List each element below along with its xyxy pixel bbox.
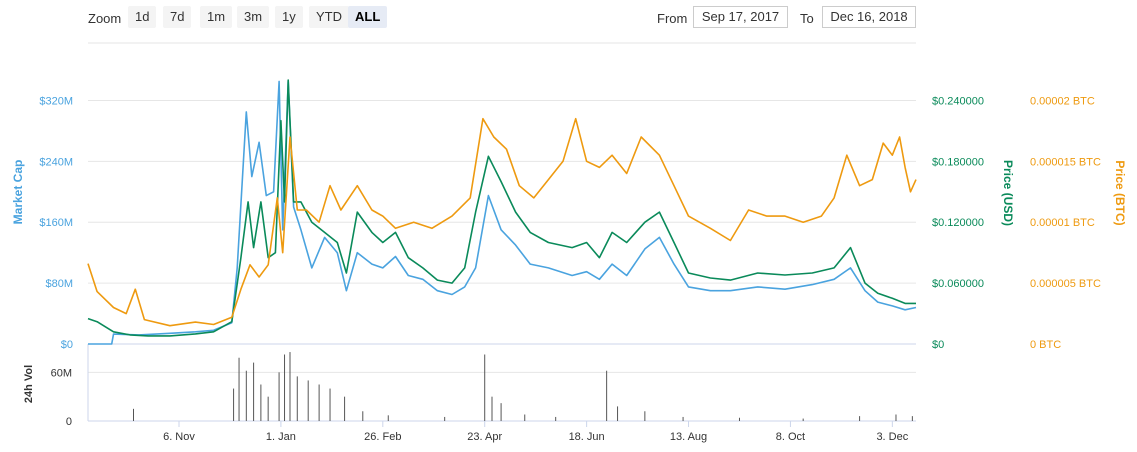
zoom-3m-button[interactable]: 3m [237, 6, 270, 28]
price-btc-line [87, 117, 917, 327]
zoom-all-button[interactable]: ALL [348, 6, 388, 28]
price-usd-tick-label: $0.180000 [932, 156, 984, 168]
price-btc-tick-label: 0 BTC [1030, 339, 1061, 351]
gridlines [87, 99, 916, 422]
to-date-input[interactable] [822, 6, 916, 28]
axis-ticks: $0 $80M $160M $240M $320M $0 $0.060000 $0.12000… [39, 95, 1101, 443]
price-usd-tick-label: $0.060000 [932, 278, 984, 290]
price-btc-tick-label: 0.000005 BTC [1030, 278, 1101, 290]
from-label: From [657, 11, 688, 26]
x-tick-label: 3. Dec [876, 431, 908, 443]
x-tick-label: 1. Jan [266, 431, 296, 443]
zoom-7d-button[interactable]: 7d [163, 6, 192, 28]
volume-bars [132, 352, 913, 421]
market-cap-tick-label: $160M [39, 217, 73, 229]
volume-tick-label: 60M [51, 367, 72, 379]
price-btc-tick-label: 0.00001 BTC [1030, 217, 1095, 229]
market-cap-tick-label: $240M [39, 156, 73, 168]
market-cap-line [88, 80, 917, 345]
to-label: To [800, 11, 814, 26]
from-date-input[interactable] [693, 6, 788, 28]
volume-axis-title: 24h Vol [23, 365, 35, 403]
price-btc-tick-label: 0.000015 BTC [1030, 156, 1101, 168]
x-tick-label: 8. Oct [776, 431, 805, 443]
x-tick-label: 18. Jun [569, 431, 605, 443]
market-cap-tick-label: $80M [45, 278, 73, 290]
zoom-1m-button[interactable]: 1m [200, 6, 233, 28]
zoom-label: Zoom [88, 11, 122, 26]
market-cap-tick-label: $0 [61, 339, 73, 351]
zoom-ytd-button[interactable]: YTD [309, 6, 349, 28]
zoom-1d-button[interactable]: 1d [128, 6, 157, 28]
x-tick-label: 13. Aug [670, 431, 707, 443]
market-cap-axis-title: Market Cap [11, 160, 25, 225]
x-tick-label: 6. Nov [163, 431, 195, 443]
price-btc-axis-title: Price (BTC) [1113, 160, 1127, 225]
price-btc-tick-label: 0.00002 BTC [1030, 95, 1095, 107]
price-usd-tick-label: $0 [932, 339, 944, 351]
market-cap-tick-label: $320M [39, 95, 73, 107]
price-usd-tick-label: $0.120000 [932, 217, 984, 229]
range-selector-toolbar: Zoom 1d 7d 1m 3m 1y YTD ALL From To [0, 0, 1137, 36]
x-tick-label: 23. Apr [467, 431, 502, 443]
series-lines [87, 79, 917, 345]
x-tick-label: 26. Feb [364, 431, 401, 443]
price-usd-line [87, 79, 916, 337]
price-usd-axis-title: Price (USD) [1001, 160, 1015, 226]
volume-tick-label: 0 [66, 416, 72, 428]
zoom-1y-button[interactable]: 1y [275, 6, 303, 28]
price-usd-tick-label: $0.240000 [932, 95, 984, 107]
